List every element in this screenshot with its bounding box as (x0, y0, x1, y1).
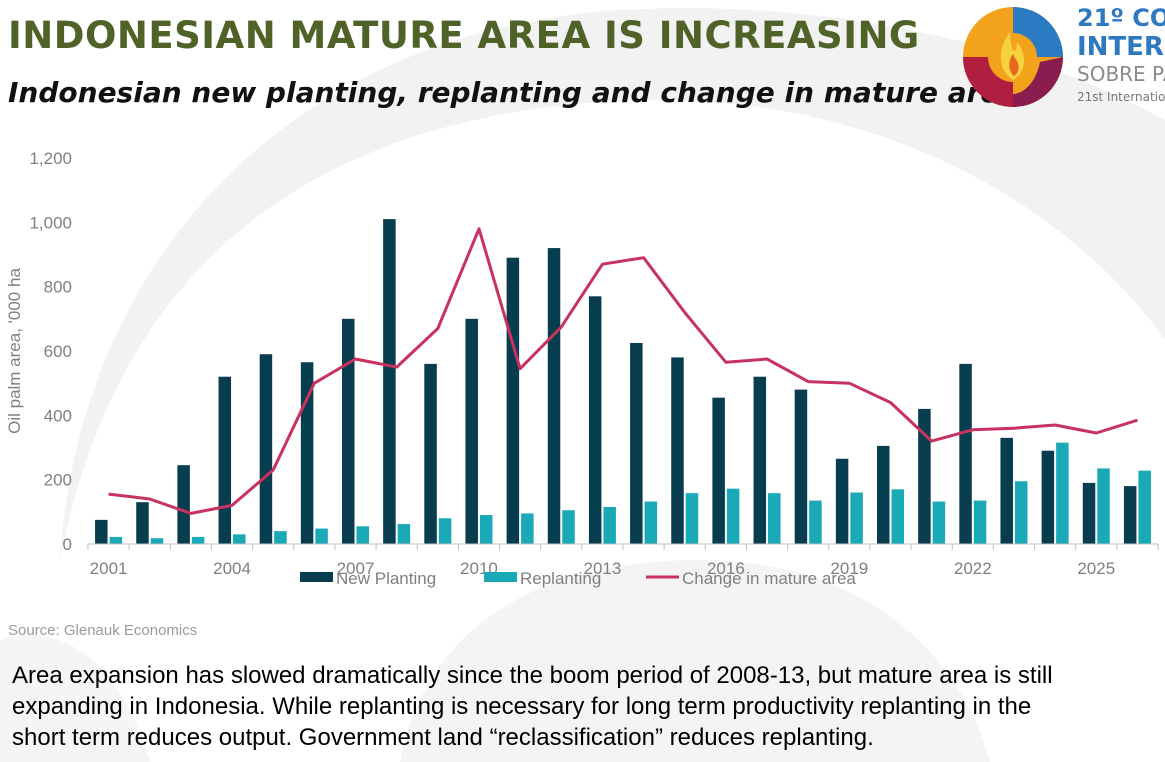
replanting-bar (932, 501, 946, 544)
commentary-line-1: Area expansion has slowed dramatically s… (12, 662, 1053, 689)
y-tick-label: 600 (44, 342, 72, 361)
new-planting-bars (95, 219, 1137, 545)
replanting-bar (438, 518, 452, 544)
new-planting-bar (1041, 450, 1055, 544)
new-planting-bar (1000, 437, 1013, 544)
replanting-bar (315, 528, 328, 544)
legend-label: Replanting (520, 569, 601, 588)
new-planting-bar (712, 397, 725, 544)
replanting-bars (109, 442, 1151, 544)
replanting-bar (562, 510, 575, 544)
y-tick-label: 200 (44, 471, 72, 490)
y-tick-label: 400 (44, 406, 72, 425)
new-planting-bar (342, 318, 355, 544)
x-axis-ticks: 2001 2004 2007 2010 2013 2016 2019 2022 2025 (87, 544, 1159, 578)
new-planting-bar (465, 318, 478, 544)
commentary-line-3: short term reduces output. Government la… (12, 724, 874, 751)
mature-area-line-layer (108, 227, 1138, 515)
replanting-bar (479, 515, 493, 544)
change-in-mature-area-line (108, 227, 1138, 515)
replanting-bar (726, 488, 740, 544)
flame-logo-icon (963, 7, 1063, 107)
x-tick-label: 2001 (90, 559, 128, 578)
new-planting-bar (218, 376, 232, 544)
replanting-bar (768, 493, 781, 544)
x-tick-label: 2016 (707, 559, 745, 578)
new-planting-bar (95, 519, 108, 544)
new-planting-bar (383, 219, 396, 544)
new-planting-bar (794, 389, 808, 544)
y-axis-label: Oil palm area, '000 ha (5, 268, 24, 434)
commentary-line-2: expanding in Indonesia. While replanting… (12, 693, 1032, 720)
y-tick-label: 1,000 (29, 213, 72, 232)
replanting-bar (191, 536, 205, 544)
source-note: Source: Glenauk Economics (8, 622, 198, 639)
new-planting-bar (877, 445, 890, 544)
replanting-bar (1138, 470, 1151, 544)
replanting-bar (1014, 481, 1028, 544)
new-planting-bar (136, 502, 149, 544)
y-tick-label: 800 (44, 278, 72, 297)
replanting-bar (1097, 468, 1110, 544)
replanting-bar (850, 492, 863, 544)
replanting-bar (685, 493, 699, 544)
legend-swatch (300, 572, 333, 582)
new-planting-bar (1123, 486, 1137, 544)
y-axis-ticks: 0 200 400 600 800 1,000 1,200 (29, 149, 72, 554)
x-tick-label: 2022 (954, 559, 992, 578)
new-planting-bar (835, 458, 849, 544)
y-tick-label: 1,200 (29, 149, 72, 168)
x-tick-label: 2019 (830, 559, 868, 578)
new-planting-bar (259, 354, 273, 544)
new-planting-bar (1082, 482, 1096, 544)
x-tick-label: 2013 (584, 559, 622, 578)
page-subtitle: Indonesian new planting, replanting and … (8, 76, 1019, 109)
new-planting-bar (588, 296, 602, 544)
new-planting-bar (959, 363, 972, 544)
replanting-bar (397, 524, 411, 544)
replanting-bar (1056, 442, 1069, 544)
new-planting-bar (547, 248, 561, 545)
replanting-bar (644, 501, 658, 544)
new-planting-bar (506, 257, 520, 544)
logo-line-2: INTER (1077, 32, 1164, 62)
chart-legend: New Planting Replanting Change in mature a… (300, 569, 856, 588)
replanting-bar (973, 500, 987, 544)
new-planting-bar (630, 342, 643, 544)
x-tick-label: 2007 (337, 559, 375, 578)
new-planting-bar (424, 363, 437, 544)
page-title: INDONESIAN MATURE AREA IS INCREASING (8, 14, 920, 57)
replanting-bar (109, 536, 123, 544)
new-planting-bar (177, 465, 190, 544)
legend-swatch (484, 572, 517, 582)
new-planting-bar (753, 376, 767, 544)
logo-line-1: 21º CO (1077, 4, 1165, 32)
y-tick-label: 0 (63, 535, 72, 554)
new-planting-bar (918, 408, 931, 544)
legend-label: Change in mature area (682, 569, 856, 588)
replanting-bar (233, 534, 246, 544)
replanting-bar (274, 531, 287, 544)
x-tick-label: 2004 (213, 559, 251, 578)
replanting-bar (150, 538, 164, 544)
replanting-bar (521, 513, 534, 544)
logo-line-3: SOBRE PA (1077, 62, 1165, 86)
replanting-bar (809, 500, 822, 544)
new-planting-bar (671, 357, 684, 544)
logo-line-4: 21st Internatio (1077, 90, 1165, 104)
x-tick-label: 2025 (1077, 559, 1115, 578)
conference-logo: 21º CO INTER SOBRE PA 21st Internatio (955, 2, 1165, 112)
replanting-bar (603, 507, 616, 544)
commentary-text: Area expansion has slowed dramatically s… (12, 660, 1162, 753)
replanting-bar (891, 489, 904, 544)
replanting-bar (356, 526, 369, 544)
legend-label: New Planting (336, 569, 436, 588)
